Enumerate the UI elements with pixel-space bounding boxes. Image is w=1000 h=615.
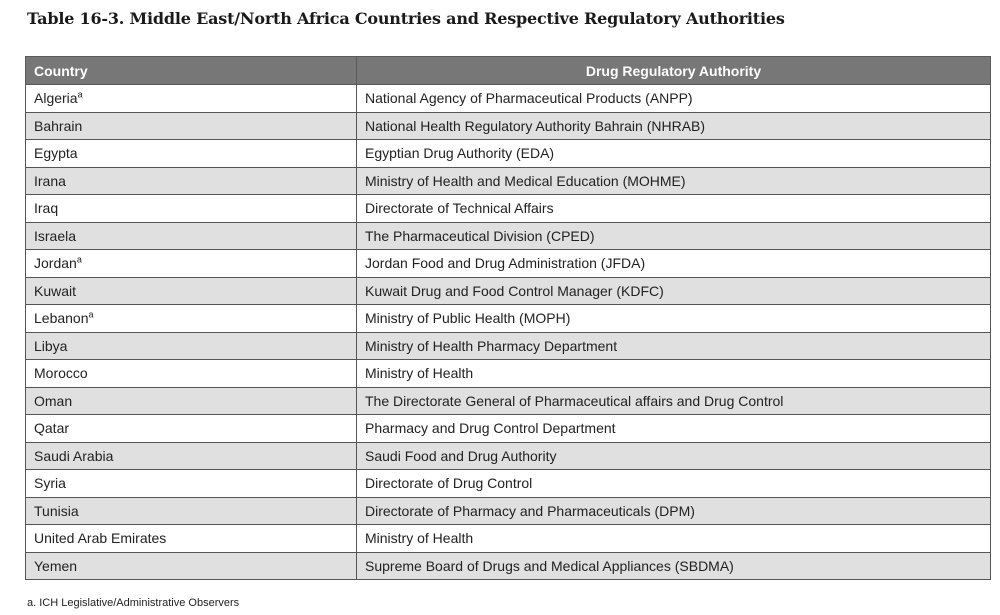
table-row: Oman The Directorate General of Pharmaceu… (25, 386, 991, 415)
footnote-marker: a (77, 89, 83, 100)
table-row: Qatar Pharmacy and Drug Control Departmen… (25, 414, 991, 443)
authority-cell: Egyptian Drug Authority (EDA) (356, 139, 991, 168)
column-header-authority: Drug Regulatory Authority (356, 56, 991, 85)
authority-cell: The Pharmaceutical Division (CPED) (356, 221, 991, 250)
table-row: Algeriaa National Agency of Pharmaceutica… (25, 84, 991, 113)
country-cell: Tunisia (25, 496, 357, 525)
footnote-marker: a (88, 309, 94, 320)
footnote: a. ICH Legislative/Administrative Observ… (27, 597, 240, 609)
table-row: Iraq Directorate of Technical Affairs (25, 194, 991, 223)
country-cell: Bahrain (25, 111, 357, 140)
country-name: Lebanon (34, 310, 89, 327)
table-row: Tunisia Directorate of Pharmacy and Pharm… (25, 496, 991, 525)
country-cell: Saudi Arabia (25, 441, 357, 470)
country-name: Iraq (34, 200, 59, 217)
regulatory-authorities-table: Country Drug Regulatory Authority Algeri… (25, 56, 991, 580)
country-cell: Iraq (25, 194, 357, 223)
table-row: Israela The Pharmaceutical Division (CPED… (25, 221, 991, 250)
authority-cell: Ministry of Health Pharmacy Department (356, 331, 991, 360)
country-cell: Jordana (25, 249, 357, 278)
authority-cell: Directorate of Pharmacy and Pharmaceutic… (356, 496, 991, 525)
column-header-country: Country (25, 56, 357, 85)
table-row: Irana Ministry of Health and Medical Educ… (25, 166, 991, 195)
country-cell: Qatar (25, 414, 357, 443)
country-cell: Israela (25, 221, 357, 250)
authority-cell: Jordan Food and Drug Administration (JFD… (356, 249, 991, 278)
country-name: United Arab Emirates (34, 530, 167, 547)
authority-cell: Directorate of Drug Control (356, 469, 991, 498)
country-name: Morocco (34, 365, 88, 382)
authority-cell: The Directorate General of Pharmaceutica… (356, 386, 991, 415)
table-row: Lebanona Ministry of Public Health (MOPH) (25, 304, 991, 333)
table-row: Libya Ministry of Health Pharmacy Departm… (25, 331, 991, 360)
table-row: Bahrain National Health Regulatory Author… (25, 111, 991, 140)
country-name: Tunisia (34, 502, 79, 519)
authority-cell: Ministry of Health (356, 359, 991, 388)
authority-cell: Directorate of Technical Affairs (356, 194, 991, 223)
table-row: Jordana Jordan Food and Drug Administrati… (25, 249, 991, 278)
country-name: Saudi Arabia (34, 447, 114, 464)
table-row: Kuwait Kuwait Drug and Food Control Manag… (25, 276, 991, 305)
table-row: Morocco Ministry of Health (25, 359, 991, 388)
table-row: United Arab Emirates Ministry of Health (25, 524, 991, 553)
country-cell: Kuwait (25, 276, 357, 305)
country-name: Jordan (34, 255, 77, 272)
country-name: Irana (34, 172, 66, 189)
country-cell: Yemen (25, 551, 357, 580)
country-cell: United Arab Emirates (25, 524, 357, 553)
table-title: Table 16-3. Middle East/North Africa Cou… (27, 9, 785, 28)
country-cell: Algeriaa (25, 84, 357, 113)
authority-cell: Ministry of Health and Medical Education… (356, 166, 991, 195)
footnote-marker: a (76, 254, 82, 265)
country-cell: Syria (25, 469, 357, 498)
authority-cell: National Agency of Pharmaceutical Produc… (356, 84, 991, 113)
country-cell: Lebanona (25, 304, 357, 333)
authority-cell: Ministry of Public Health (MOPH) (356, 304, 991, 333)
authority-cell: Kuwait Drug and Food Control Manager (KD… (356, 276, 991, 305)
table-header-row: Country Drug Regulatory Authority (25, 56, 991, 85)
table-row: Yemen Supreme Board of Drugs and Medical … (25, 551, 991, 580)
country-name: Algeria (34, 90, 78, 107)
country-name: Libya (34, 337, 68, 354)
country-cell: Libya (25, 331, 357, 360)
country-name: Egypta (34, 145, 78, 162)
country-name: Bahrain (34, 117, 83, 134)
table-row: Saudi Arabia Saudi Food and Drug Authorit… (25, 441, 991, 470)
country-cell: Oman (25, 386, 357, 415)
country-name: Kuwait (34, 282, 77, 299)
authority-cell: National Health Regulatory Authority Bah… (356, 111, 991, 140)
authority-cell: Supreme Board of Drugs and Medical Appli… (356, 551, 991, 580)
country-cell: Irana (25, 166, 357, 195)
authority-cell: Saudi Food and Drug Authority (356, 441, 991, 470)
country-cell: Egypta (25, 139, 357, 168)
country-name: Qatar (34, 420, 70, 437)
country-name: Yemen (34, 557, 78, 574)
table-row: Syria Directorate of Drug Control (25, 469, 991, 498)
country-cell: Morocco (25, 359, 357, 388)
country-name: Israela (34, 227, 77, 244)
table-row: Egypta Egyptian Drug Authority (EDA) (25, 139, 991, 168)
country-name: Syria (34, 475, 66, 492)
authority-cell: Ministry of Health (356, 524, 991, 553)
country-name: Oman (34, 392, 73, 409)
authority-cell: Pharmacy and Drug Control Department (356, 414, 991, 443)
